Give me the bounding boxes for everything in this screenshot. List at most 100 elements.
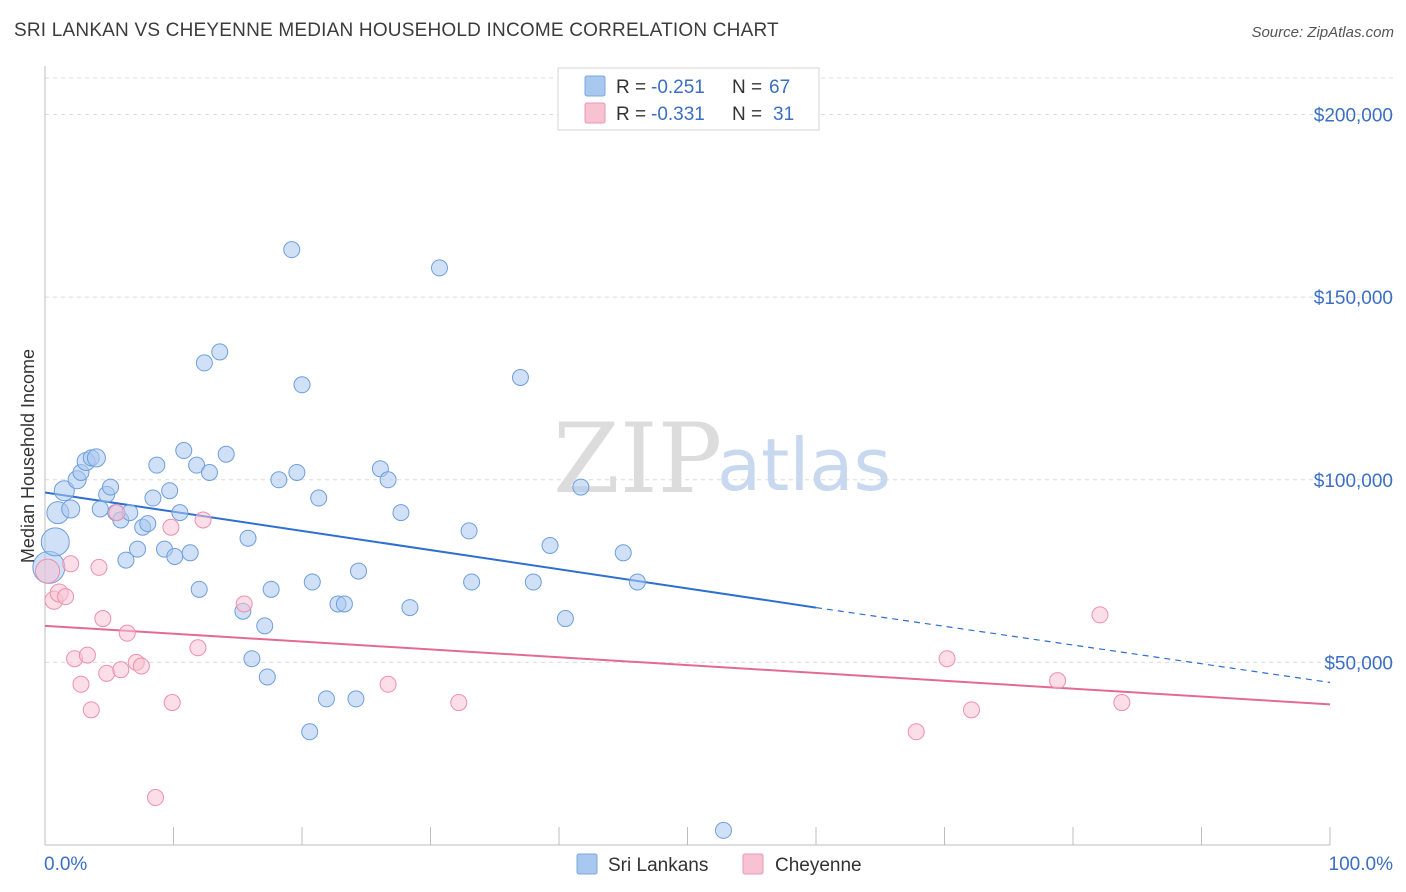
legend-r-value-1: -0.251 bbox=[651, 77, 705, 98]
cheyenne-point bbox=[907, 723, 925, 741]
cheyenne-point bbox=[147, 789, 165, 807]
cheyenne-point bbox=[235, 595, 253, 613]
legend-swatch-sri-lankans bbox=[584, 75, 606, 97]
sri-lankans-point bbox=[301, 723, 319, 741]
sri-lankans-point bbox=[117, 551, 135, 569]
bottom-legend-cheyenne[interactable]: Cheyenne bbox=[775, 855, 862, 876]
cheyenne-point bbox=[450, 694, 468, 712]
sri-lankans-point bbox=[91, 500, 109, 518]
sri-lankans-point bbox=[148, 456, 166, 474]
sri-lankans-point bbox=[511, 368, 529, 386]
sri-lankans-point bbox=[195, 354, 213, 372]
sri-lankans-point bbox=[392, 504, 410, 522]
sri-lankans-point bbox=[102, 478, 120, 496]
cheyenne-point bbox=[189, 639, 207, 657]
bottom-legend-sri-lankans[interactable]: Sri Lankans bbox=[608, 855, 708, 876]
sri-lankans-point bbox=[190, 580, 208, 598]
sri-lankans-point bbox=[211, 343, 229, 361]
sri-lankans-point bbox=[317, 690, 335, 708]
sri-lankans-point bbox=[379, 471, 397, 489]
sri-lankans-point bbox=[139, 515, 157, 533]
sri-lankans-point bbox=[614, 544, 632, 562]
sri-lankans-point bbox=[430, 259, 448, 277]
sri-lankans-point bbox=[293, 376, 311, 394]
cheyenne-point bbox=[962, 701, 980, 719]
grid bbox=[45, 77, 1395, 663]
cheyenne-point bbox=[112, 661, 130, 679]
cheyenne-point bbox=[379, 675, 397, 693]
sri-lankans-point bbox=[181, 544, 199, 562]
sri-lankans-point bbox=[262, 580, 280, 598]
x-tick-label-max: 100.0% bbox=[1329, 854, 1394, 875]
y-tick-label: $200,000 bbox=[1314, 106, 1393, 127]
cheyenne-point bbox=[82, 701, 100, 719]
cheyenne-point bbox=[90, 558, 108, 576]
sri-lankans-point bbox=[175, 442, 193, 460]
cheyenne-point bbox=[62, 555, 80, 573]
tick-labels: $50,000 $100,000 $150,000 $200,000 0.0% 100.0… bbox=[44, 106, 1393, 875]
sri-lankans-point bbox=[256, 617, 274, 635]
cheyenne-point bbox=[162, 518, 180, 536]
sri-lankans-point bbox=[166, 547, 184, 565]
chart-title: SRI LANKAN VS CHEYENNE MEDIAN HOUSEHOLD … bbox=[14, 20, 779, 41]
y-tick-label: $50,000 bbox=[1324, 653, 1393, 674]
sri-lankans-point bbox=[86, 448, 106, 468]
data-points bbox=[32, 241, 1131, 839]
cheyenne-point bbox=[57, 588, 75, 606]
sri-lankans-point bbox=[171, 504, 189, 522]
sri-lankans-point bbox=[572, 478, 590, 496]
sri-lankans-point bbox=[161, 482, 179, 500]
cheyenne-point bbox=[72, 675, 90, 693]
sri-lankans-point bbox=[270, 471, 288, 489]
sri-lankans-point bbox=[40, 527, 70, 557]
legend-n-label-2: N = bbox=[732, 104, 762, 125]
cheyenne-point bbox=[35, 558, 61, 584]
sri-lankans-point bbox=[53, 480, 75, 502]
bottom-legend-swatch-cheyenne[interactable] bbox=[742, 853, 764, 875]
sri-lankans-point bbox=[463, 573, 481, 591]
y-axis-label: Median Household Income bbox=[18, 349, 38, 563]
legend: R = -0.251 N = 67 R = -0.331 N = 31 bbox=[557, 67, 820, 131]
bottom-legend-swatch-sri-lankans[interactable] bbox=[576, 853, 598, 875]
sri-lankans-point bbox=[144, 489, 162, 507]
sri-lankans-point bbox=[350, 562, 368, 580]
cheyenne-point bbox=[118, 624, 136, 642]
cheyenne-point bbox=[132, 657, 150, 675]
legend-swatch-cheyenne bbox=[584, 102, 606, 124]
watermark-zip: ZIP bbox=[553, 403, 722, 515]
cheyenne-point bbox=[94, 610, 112, 628]
sri-lankans-point bbox=[310, 489, 328, 507]
sri-lankans-point bbox=[288, 463, 306, 481]
sri-lankans-point bbox=[217, 445, 235, 463]
cheyenne-point bbox=[98, 664, 116, 682]
legend-r-label-1: R = bbox=[616, 77, 646, 98]
legend-n-value-2: 31 bbox=[773, 104, 794, 125]
sri-lankans-point bbox=[61, 499, 81, 519]
sri-lankans-point bbox=[628, 573, 646, 591]
watermark: ZIP atlas bbox=[553, 403, 891, 515]
sri-lankans-point bbox=[129, 540, 147, 558]
cheyenne-point bbox=[1113, 694, 1131, 712]
cheyenne-point bbox=[938, 650, 956, 668]
cheyenne-point bbox=[108, 504, 126, 522]
legend-r-label-2: R = bbox=[616, 104, 646, 125]
cheyenne-point bbox=[1091, 606, 1109, 624]
sri-lankans-point bbox=[243, 650, 261, 668]
y-tick-label: $150,000 bbox=[1314, 288, 1393, 309]
x-tick-label-min: 0.0% bbox=[44, 854, 87, 875]
cheyenne-point bbox=[163, 694, 181, 712]
axes bbox=[44, 66, 1331, 846]
sri-lankans-point bbox=[460, 522, 478, 540]
y-tick-label: $100,000 bbox=[1314, 471, 1393, 492]
sri-lankans-point bbox=[239, 529, 257, 547]
cheyenne-point bbox=[1049, 672, 1067, 690]
sri-lankans-trend-extension bbox=[815, 607, 1331, 684]
sri-lankans-point bbox=[556, 610, 574, 628]
sri-lankans-point bbox=[401, 599, 419, 617]
legend-n-label-1: N = bbox=[732, 77, 762, 98]
sri-lankans-point bbox=[541, 537, 559, 555]
sri-lankans-point bbox=[283, 241, 301, 259]
sri-lankans-point bbox=[303, 573, 321, 591]
cheyenne-trend-line bbox=[44, 624, 1331, 706]
